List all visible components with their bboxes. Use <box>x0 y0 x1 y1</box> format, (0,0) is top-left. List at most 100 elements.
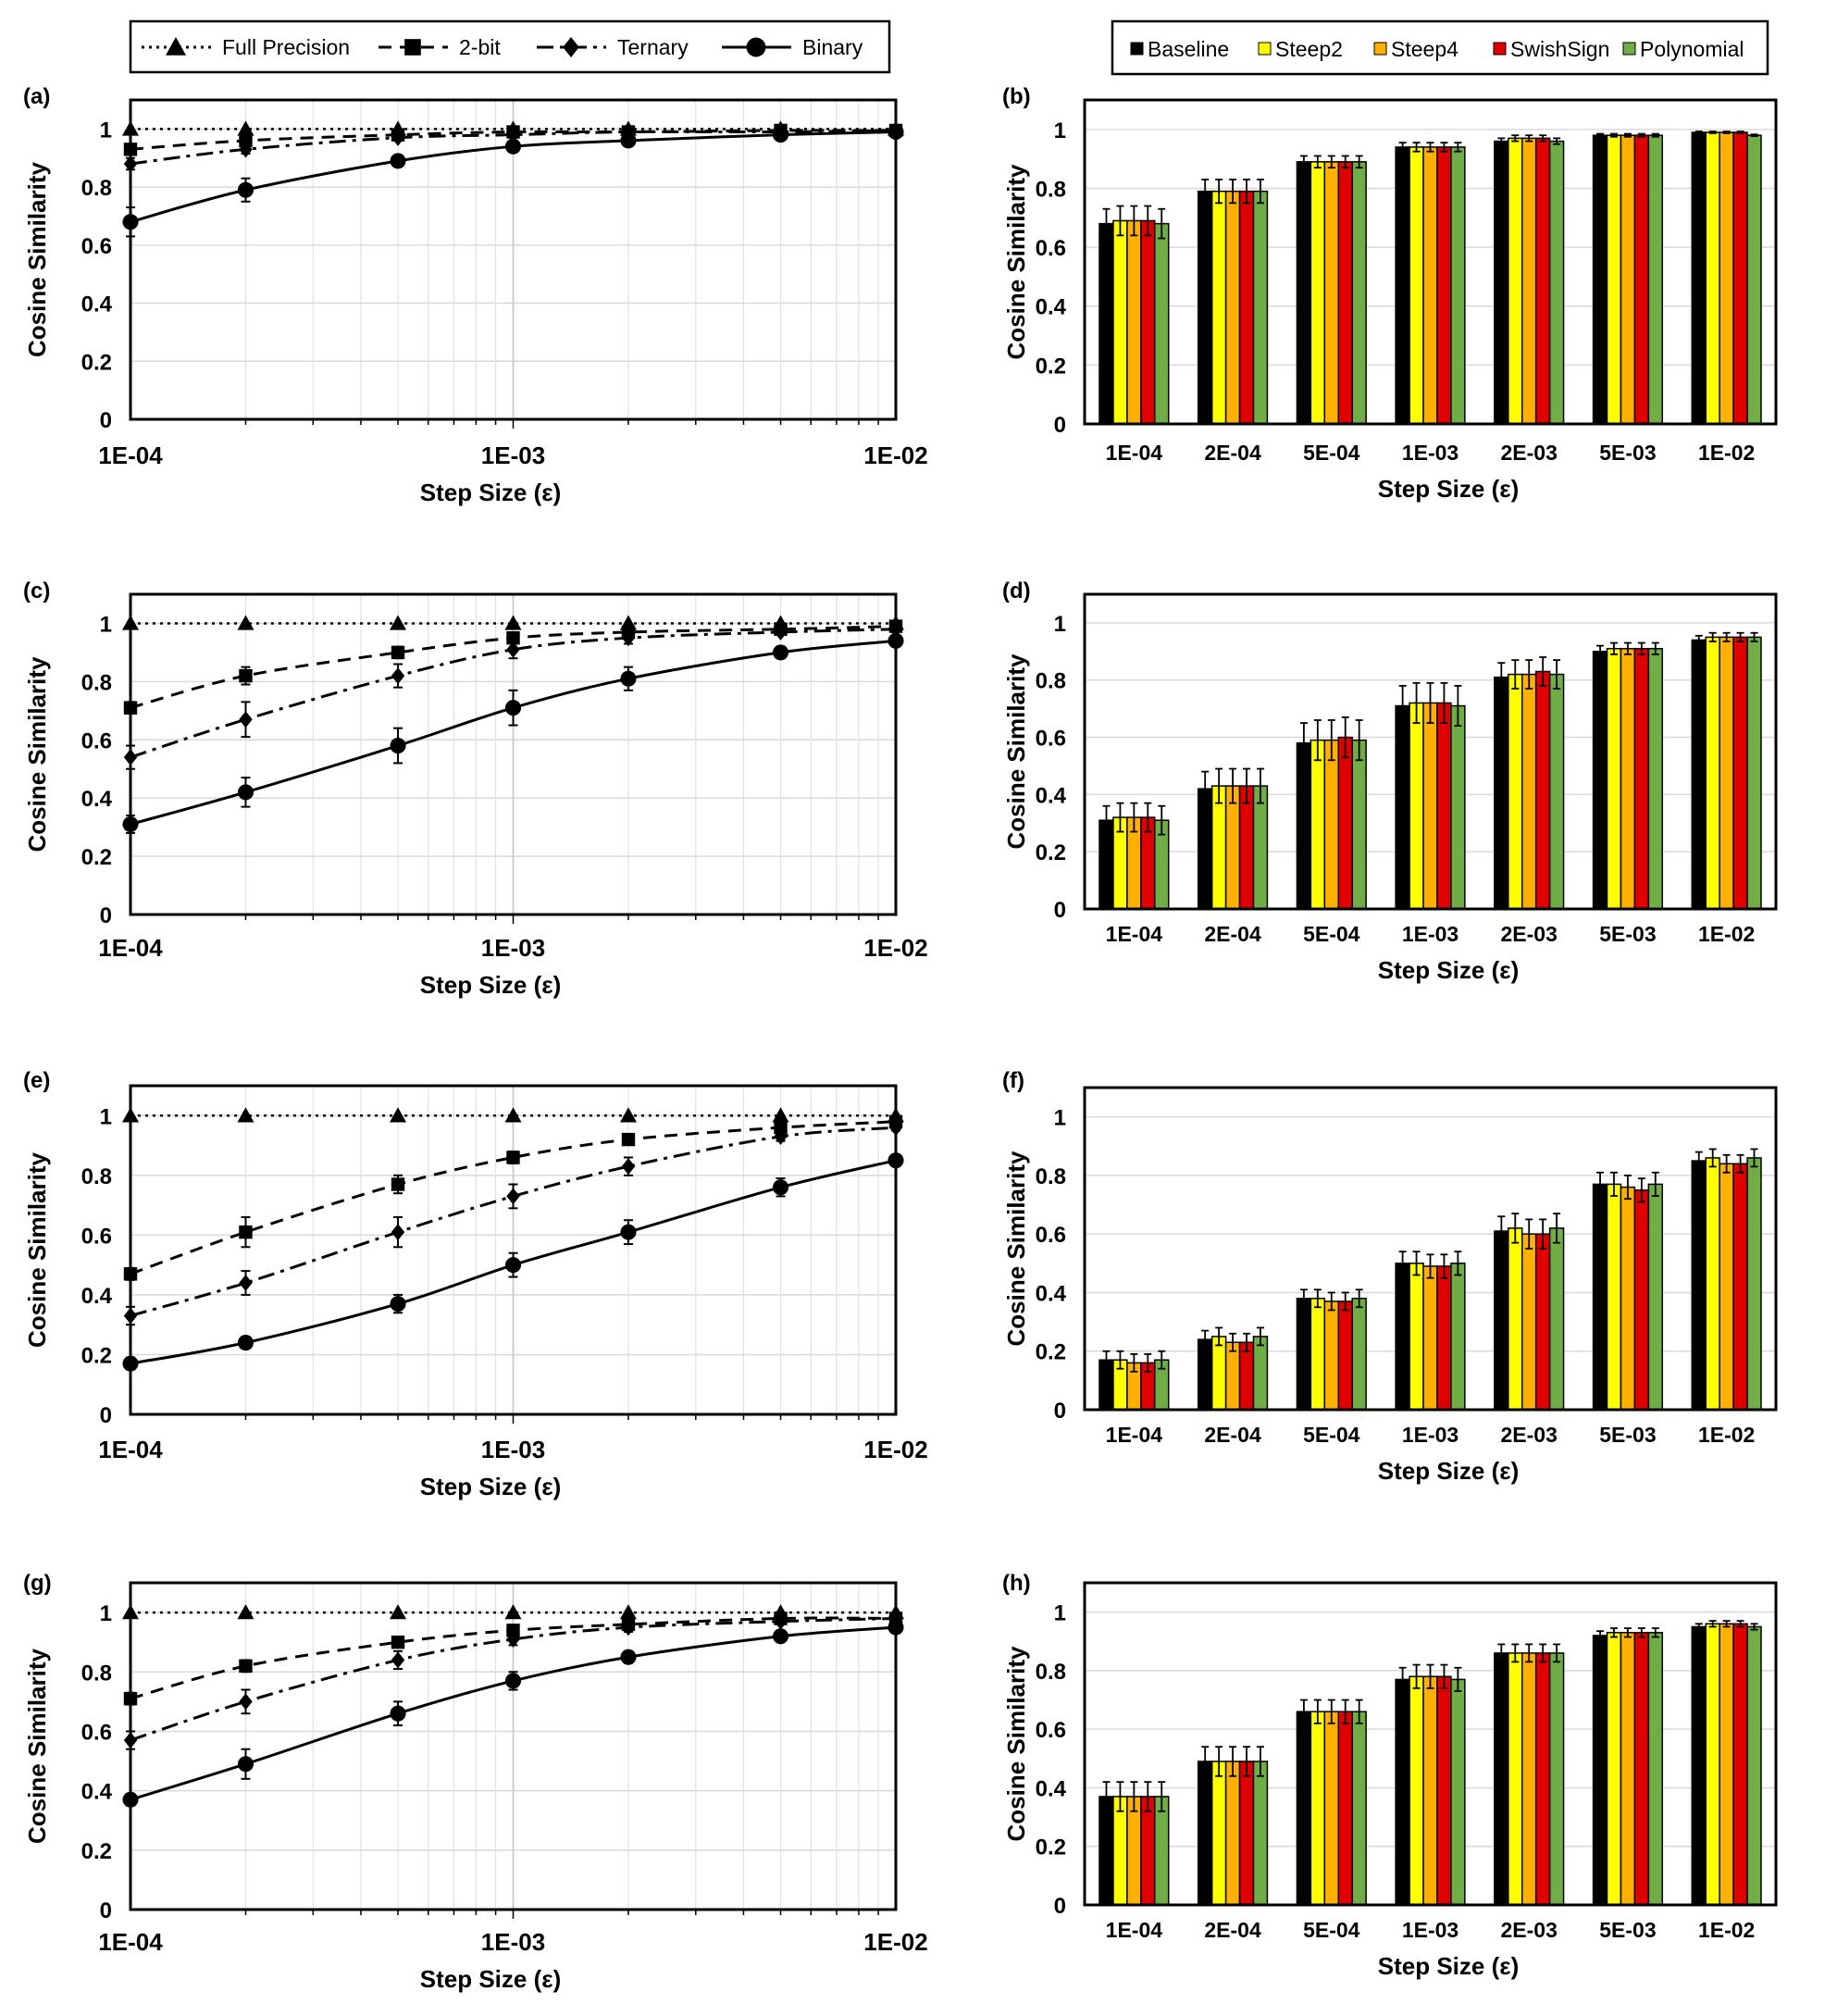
bar <box>1224 190 1241 425</box>
bar <box>1732 1163 1748 1411</box>
bar <box>1620 134 1636 425</box>
bar <box>1548 1652 1565 1906</box>
bar <box>1154 222 1170 425</box>
data-point <box>774 1127 788 1145</box>
data-point <box>391 1635 405 1649</box>
bar <box>1436 1265 1452 1411</box>
bar <box>1719 1623 1734 1906</box>
panel-label: (d) <box>1002 579 1031 604</box>
data-point <box>619 1604 637 1620</box>
bar <box>1494 1652 1509 1906</box>
panel-h: (h) 0 0.2 0.4 0.6 0.8 1 Cosine Similarity Step S… <box>1002 1571 1778 1980</box>
y-axis-title: Cosine Similarity <box>23 161 51 356</box>
bar <box>1296 741 1312 910</box>
data-point <box>237 615 254 630</box>
bar <box>1592 651 1608 910</box>
data-point <box>239 711 253 728</box>
data-point <box>504 1604 522 1620</box>
bar <box>1395 1263 1410 1411</box>
series-ternary <box>123 620 903 770</box>
bar <box>1450 704 1466 910</box>
bar <box>1647 647 1664 910</box>
y-tick-label: 0.2 <box>1036 1340 1066 1365</box>
legend-marker-diamond <box>563 37 579 57</box>
legend-marker-circle <box>746 37 766 57</box>
panel-label: (c) <box>23 579 50 604</box>
y-tick-label: 1 <box>1054 118 1066 143</box>
bar <box>1309 739 1326 910</box>
x-tick-label: 1E-03 <box>481 934 545 962</box>
series-polynomial <box>1154 1623 1762 1906</box>
data-point <box>772 644 789 661</box>
x-tick-label: 1E-04 <box>98 934 163 962</box>
data-point <box>504 700 522 716</box>
plot-frame <box>1083 592 1778 911</box>
panel-d: (d) 0 0.2 0.4 0.6 0.8 1 Cosine Similarity Step S… <box>1002 579 1778 984</box>
y-axis-title: Cosine Similarity <box>23 1151 51 1347</box>
bar <box>1309 1298 1326 1411</box>
y-tick-label: 1 <box>1054 1106 1066 1131</box>
bar <box>1746 1157 1762 1411</box>
y-tick-label: 0.4 <box>81 1780 113 1805</box>
bar <box>1732 131 1748 425</box>
x-tick-label: 1E-02 <box>1698 1918 1755 1942</box>
x-axis-title: Step Size (ε) <box>1378 1457 1519 1485</box>
bar <box>1422 1675 1438 1906</box>
x-tick-label: 1E-04 <box>98 442 163 469</box>
data-point <box>391 645 405 660</box>
y-tick-label: 0.6 <box>1036 236 1066 261</box>
data-point <box>506 1151 520 1164</box>
legend-marker-square <box>404 39 421 56</box>
bar <box>1210 1761 1227 1906</box>
bar <box>1606 134 1622 425</box>
legend-color-swatch <box>1493 42 1507 56</box>
data-point <box>504 1673 522 1689</box>
panel-label: (e) <box>23 1068 50 1093</box>
bar <box>1224 1761 1241 1906</box>
bar <box>1112 219 1128 425</box>
data-point <box>237 1756 254 1773</box>
x-tick-label: 2E-04 <box>1204 1918 1261 1942</box>
bar <box>1351 1711 1367 1906</box>
y-tick-label: 0.2 <box>81 1839 112 1864</box>
data-point <box>390 1107 407 1123</box>
bar <box>1296 161 1312 425</box>
data-point <box>772 127 789 143</box>
bar <box>1633 1188 1650 1411</box>
data-point <box>390 153 406 169</box>
bar <box>1592 1183 1608 1411</box>
bar <box>1395 1678 1410 1906</box>
data-point <box>772 1628 789 1645</box>
bar <box>1238 1761 1255 1906</box>
data-point <box>506 126 520 143</box>
bar <box>1620 1186 1636 1411</box>
data-point <box>239 141 253 158</box>
bar <box>1592 1635 1608 1906</box>
legend-color-swatch <box>1373 42 1387 56</box>
panel-label: (f) <box>1002 1068 1024 1093</box>
series-polynomial <box>1154 631 1762 910</box>
bar <box>1732 1623 1748 1906</box>
legend-color-swatch <box>1622 42 1636 56</box>
data-point <box>237 181 254 198</box>
bar <box>1309 161 1326 425</box>
panel-g: (g) 0 0.2 0.4 0.6 0.8 1 Cosine Similarity Step S… <box>23 1571 928 1993</box>
bar <box>1592 134 1608 425</box>
y-tick-label: 0.8 <box>1036 1164 1066 1189</box>
data-point <box>390 738 406 754</box>
x-tick-label: 2E-04 <box>1204 922 1261 946</box>
data-point <box>390 1705 406 1722</box>
data-point <box>620 1649 637 1665</box>
bar <box>1252 785 1269 910</box>
data-point <box>390 1604 407 1620</box>
y-tick-label: 0 <box>1054 413 1066 438</box>
data-point <box>239 668 253 683</box>
legend-entry-swishsign: SwishSign <box>1493 37 1609 61</box>
series-steep4 <box>1126 631 1734 910</box>
bar <box>1520 137 1537 425</box>
data-point <box>237 120 254 136</box>
bar <box>1647 1632 1664 1906</box>
plot-frame <box>129 1084 898 1416</box>
data-point <box>239 133 253 148</box>
bar <box>1252 1336 1269 1411</box>
